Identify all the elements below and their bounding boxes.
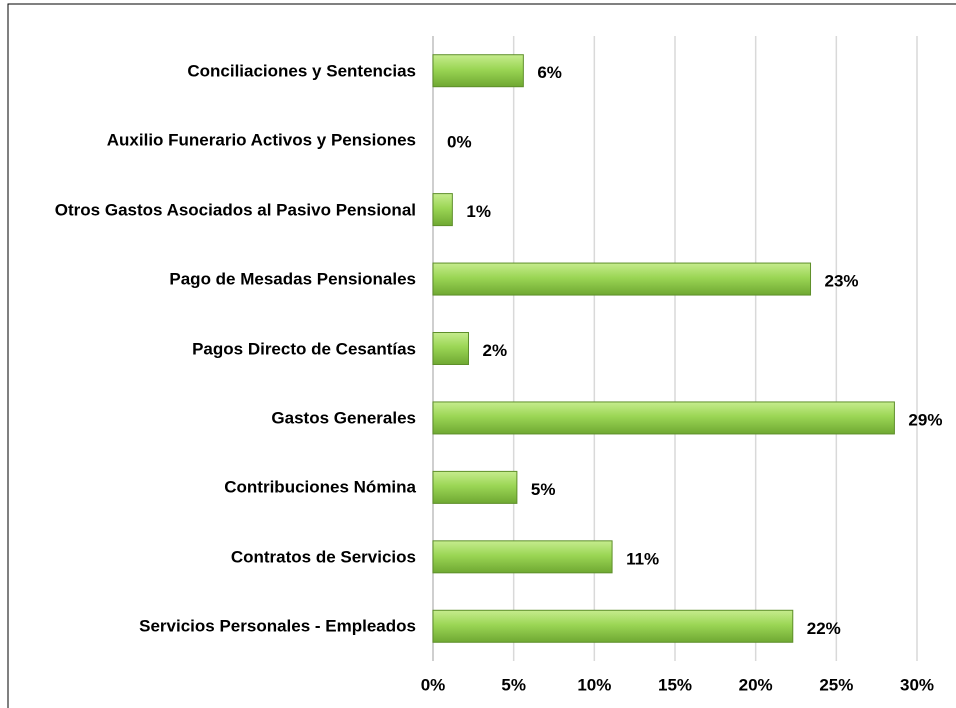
x-tick-label: 10% [577, 675, 611, 694]
bar [432, 609, 794, 643]
bar [432, 470, 518, 504]
y-tick-label: Otros Gastos Asociados al Pasivo Pension… [0, 199, 416, 220]
y-tick-label: Contratos de Servicios [0, 546, 416, 567]
value-label: 0% [447, 133, 472, 152]
y-tick-text: Pago de Mesadas Pensionales [169, 269, 416, 289]
bar [432, 332, 469, 365]
x-tick-label: 20% [739, 675, 773, 694]
x-tick-label: 15% [658, 675, 692, 694]
y-tick-label: Pagos Directo de Cesantías [0, 338, 416, 359]
value-label: 29% [908, 410, 942, 429]
value-label: 1% [466, 202, 491, 221]
chart-frame [7, 3, 956, 708]
y-tick-text: Gastos Generales [271, 408, 416, 428]
bar [432, 401, 895, 435]
value-label: 6% [537, 63, 562, 82]
bar [432, 262, 812, 296]
y-tick-label: Contribuciones Nómina [0, 477, 416, 498]
y-tick-label: Gastos Generales [0, 407, 416, 428]
x-tick-label: 30% [900, 675, 934, 694]
value-label: 11% [626, 549, 659, 568]
y-tick-label: Servicios Personales - Empleados [0, 616, 416, 637]
x-tick-label: 25% [819, 675, 853, 694]
y-tick-text: Conciliaciones y Sentencias [187, 61, 416, 81]
bar [432, 54, 524, 88]
y-tick-text: Contratos de Servicios [230, 547, 416, 567]
y-tick-label: Pago de Mesadas Pensionales [0, 269, 416, 290]
value-label: 5% [531, 480, 556, 499]
value-label: 2% [482, 341, 507, 360]
value-label: 23% [825, 272, 859, 291]
y-tick-text: Otros Gastos Asociados al Pasivo Pension… [54, 200, 416, 220]
x-tick-label: 0% [421, 675, 446, 694]
value-label: 22% [807, 619, 841, 638]
y-tick-label: Auxilio Funerario Activos y Pensiones [0, 130, 416, 151]
x-tick-label: 5% [501, 675, 526, 694]
y-tick-text: Contribuciones Nómina [224, 477, 416, 497]
bar [432, 193, 453, 227]
y-tick-text: Pagos Directo de Cesantías [192, 339, 416, 358]
y-tick-label: Conciliaciones y Sentencias [0, 60, 416, 81]
bar [432, 540, 613, 574]
y-tick-text: Auxilio Funerario Activos y Pensiones [106, 130, 416, 150]
y-tick-text: Servicios Personales - Empleados [139, 616, 416, 636]
